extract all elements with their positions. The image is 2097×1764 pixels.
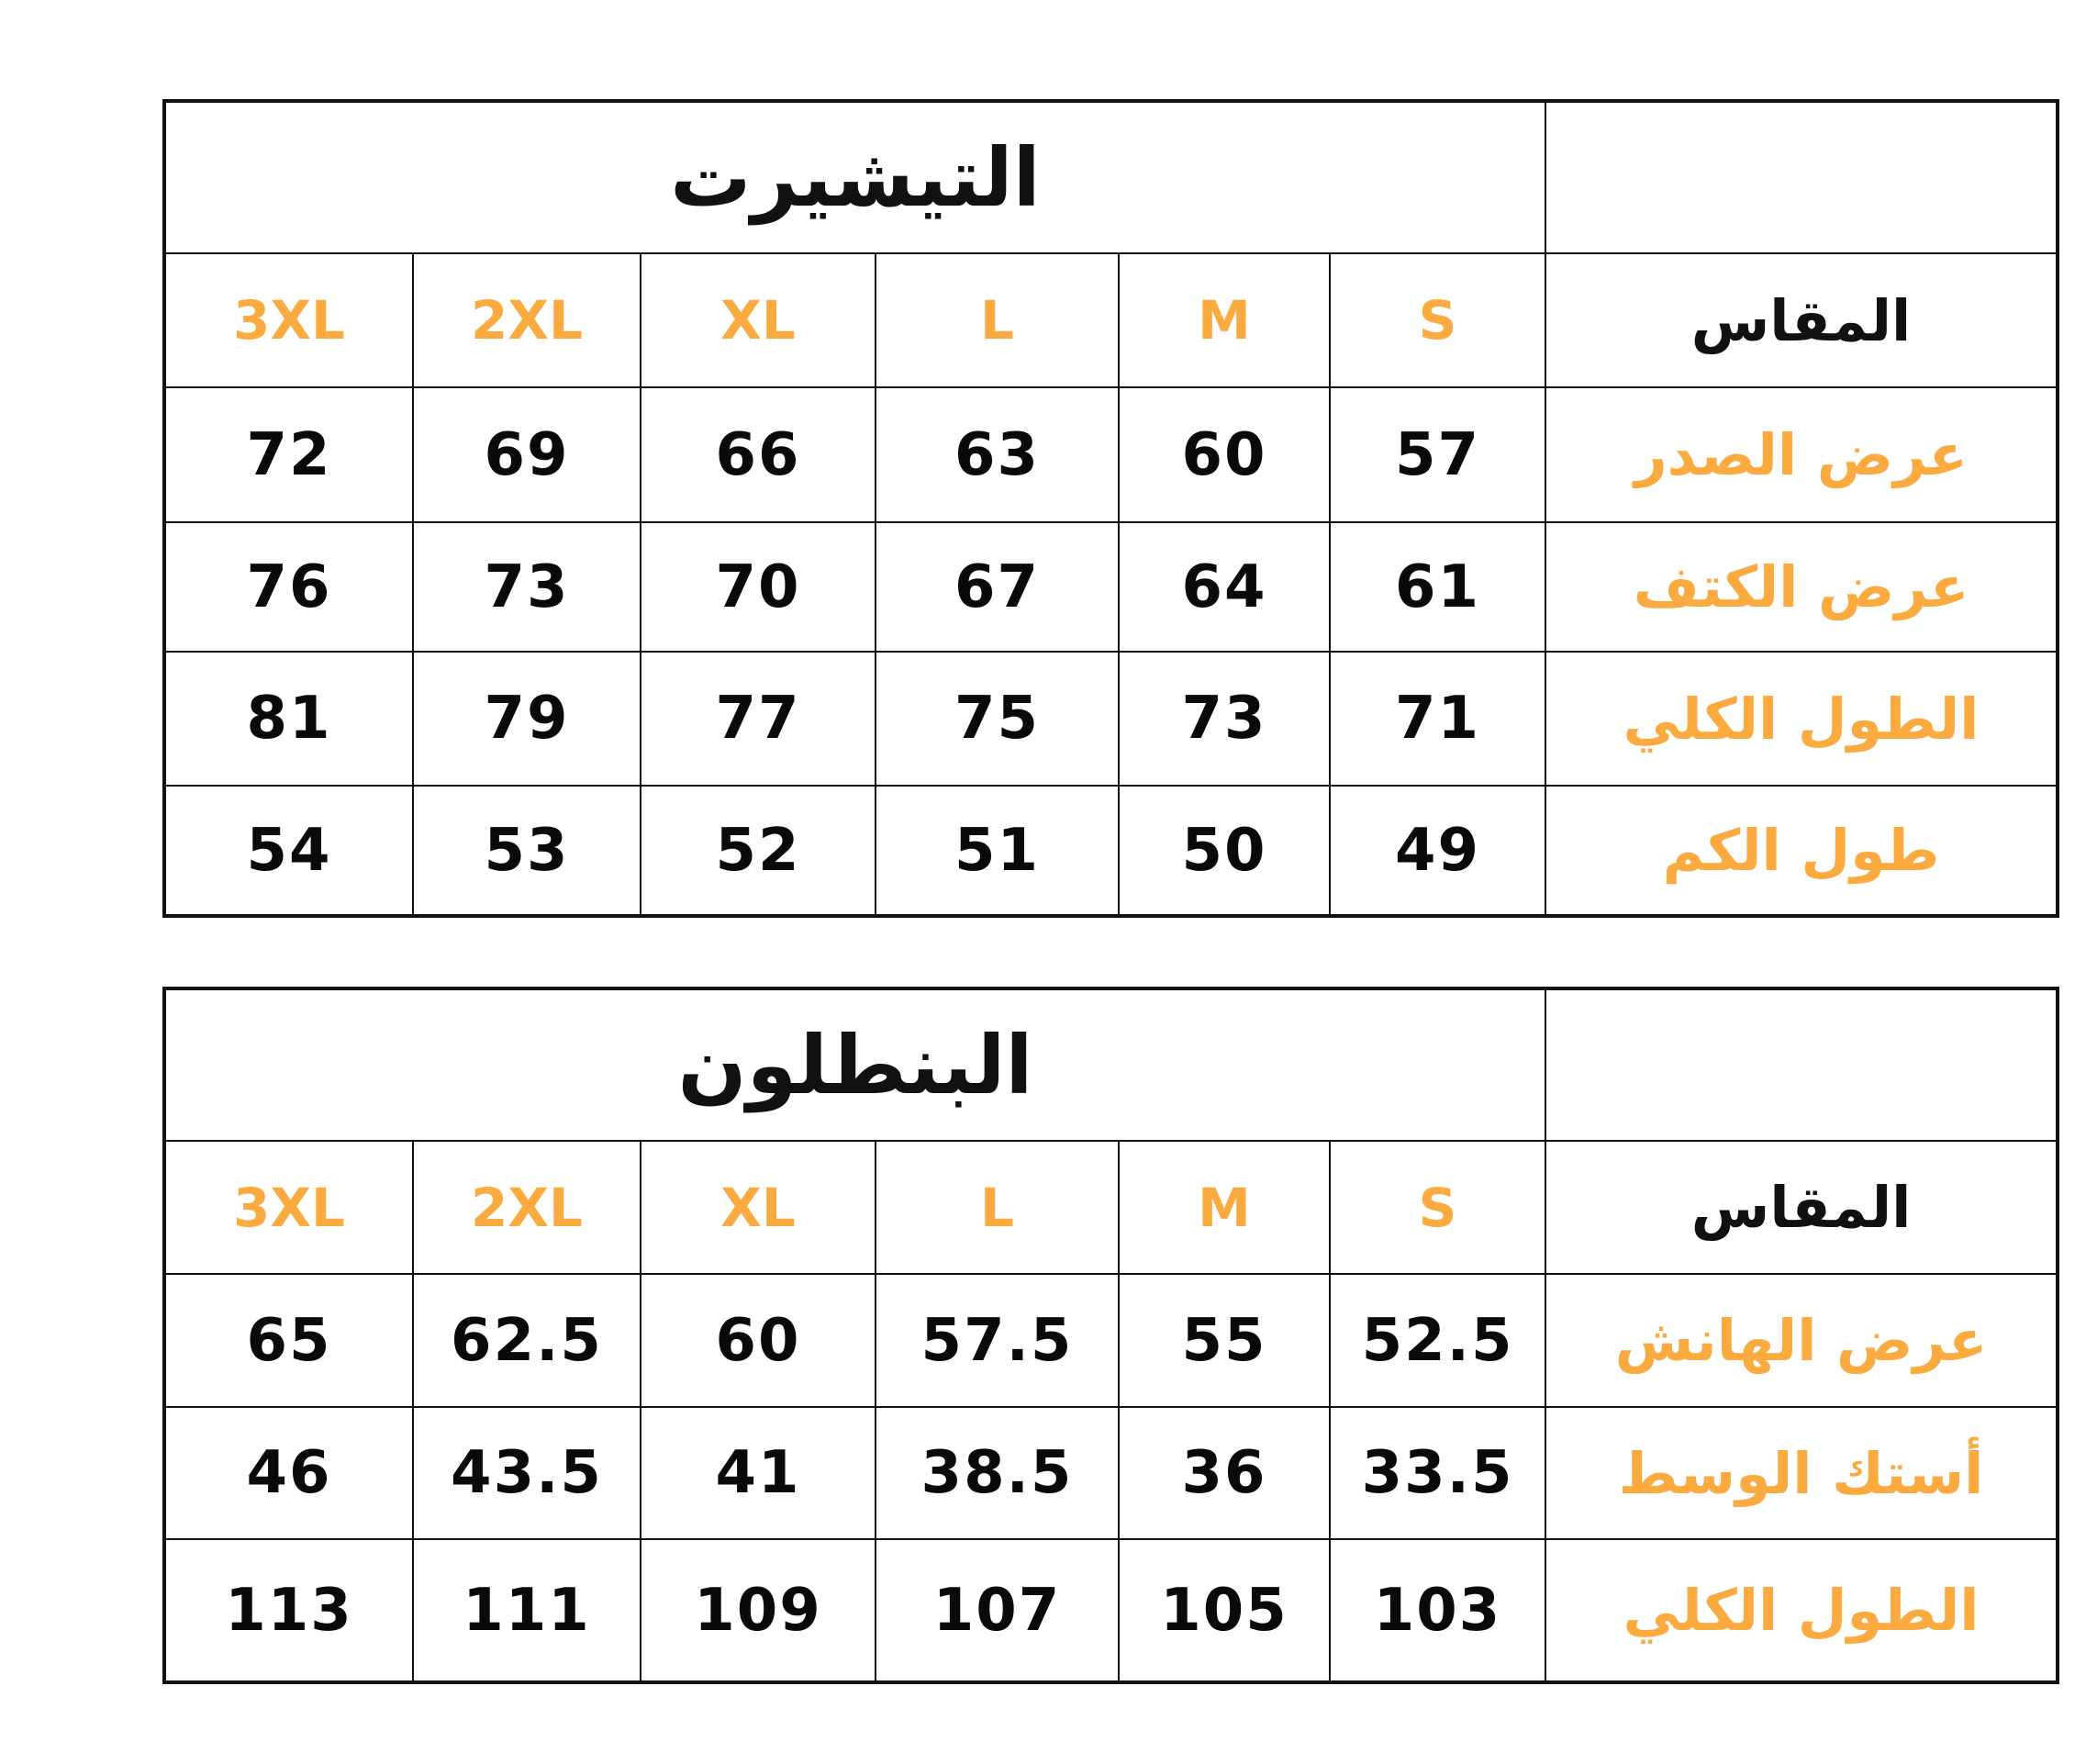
value-cell: 64 xyxy=(1118,521,1331,653)
table-row: 72 69 66 63 60 57 عرض الصدر xyxy=(163,386,2059,523)
value-cell: 60 xyxy=(1118,386,1331,523)
value-cell: 65 xyxy=(163,1273,414,1408)
value-cell: 67 xyxy=(875,521,1120,653)
title-row: التيشيرت xyxy=(162,100,2059,254)
value-cell: 73 xyxy=(412,521,641,653)
measurement-label: عرض الكتف xyxy=(1545,521,2059,653)
value-cell: 54 xyxy=(163,785,414,917)
value-cell: 75 xyxy=(875,651,1120,787)
table-row: 65 62.5 60 57.5 55 52.5 عرض الهانش xyxy=(163,1273,2059,1408)
pants-size-table: البنطلون 3XL 2XL XL L M S المقاس 65 62.5 60 57.5 55 5… xyxy=(162,987,2060,1684)
value-cell: 50 xyxy=(1118,785,1331,917)
value-cell: 69 xyxy=(412,386,641,523)
value-cell: 53 xyxy=(412,785,641,917)
value-cell: 36 xyxy=(1118,1406,1331,1540)
value-cell: 109 xyxy=(640,1538,876,1683)
value-cell: 111 xyxy=(412,1538,641,1683)
value-cell: 81 xyxy=(163,651,414,787)
size-header-l: L xyxy=(875,252,1120,388)
value-cell: 105 xyxy=(1118,1538,1331,1683)
value-cell: 71 xyxy=(1328,651,1547,787)
value-cell: 60 xyxy=(640,1273,876,1408)
table-row: 46 43.5 41 38.5 36 33.5 أستك الوسط xyxy=(163,1406,2059,1540)
size-header-xl: XL xyxy=(640,1140,876,1275)
empty-corner-cell xyxy=(1545,100,2059,254)
size-header-3xl: 3XL xyxy=(163,252,414,388)
value-cell: 52 xyxy=(640,785,876,917)
size-header-xl: XL xyxy=(640,252,876,388)
measurement-label: عرض الهانش xyxy=(1545,1273,2059,1408)
size-header-2xl: 2XL xyxy=(412,252,641,388)
value-cell: 51 xyxy=(875,785,1120,917)
size-header-s: S xyxy=(1328,252,1547,388)
value-cell: 46 xyxy=(163,1406,414,1540)
value-cell: 61 xyxy=(1328,521,1547,653)
size-header-s: S xyxy=(1328,1140,1547,1275)
size-header-m: M xyxy=(1118,252,1331,388)
value-cell: 66 xyxy=(640,386,876,523)
value-cell: 57 xyxy=(1328,386,1547,523)
value-cell: 55 xyxy=(1118,1273,1331,1408)
title-row: البنطلون xyxy=(162,988,2059,1142)
value-cell: 57.5 xyxy=(875,1273,1120,1408)
value-cell: 38.5 xyxy=(875,1406,1120,1540)
value-cell: 62.5 xyxy=(412,1273,641,1408)
table-row: 113 111 109 107 105 103 الطول الكلي xyxy=(163,1538,2059,1683)
value-cell: 63 xyxy=(875,386,1120,523)
size-label: المقاس xyxy=(1545,1140,2059,1275)
table-title: البنطلون xyxy=(162,988,1547,1142)
tshirt-size-table: التيشيرت 3XL 2XL XL L M S المقاس 72 69 66 63 60 57 عرض… xyxy=(162,99,2060,918)
measurement-label: طول الكم xyxy=(1545,785,2059,917)
value-cell: 113 xyxy=(163,1538,414,1683)
value-cell: 33.5 xyxy=(1328,1406,1547,1540)
measurement-label: الطول الكلي xyxy=(1545,1538,2059,1683)
value-cell: 73 xyxy=(1118,651,1331,787)
table-row: 81 79 77 75 73 71 الطول الكلي xyxy=(163,651,2059,787)
size-header-l: L xyxy=(875,1140,1120,1275)
measurement-label: عرض الصدر xyxy=(1545,386,2059,523)
table-row: 76 73 70 67 64 61 عرض الكتف xyxy=(163,521,2059,653)
size-header-m: M xyxy=(1118,1140,1331,1275)
value-cell: 79 xyxy=(412,651,641,787)
empty-corner-cell xyxy=(1545,988,2059,1142)
measurement-label: أستك الوسط xyxy=(1545,1406,2059,1540)
value-cell: 107 xyxy=(875,1538,1120,1683)
size-header-2xl: 2XL xyxy=(412,1140,641,1275)
value-cell: 103 xyxy=(1328,1538,1547,1683)
value-cell: 49 xyxy=(1328,785,1547,917)
size-label: المقاس xyxy=(1545,252,2059,388)
size-header-3xl: 3XL xyxy=(163,1140,414,1275)
value-cell: 52.5 xyxy=(1328,1273,1547,1408)
value-cell: 70 xyxy=(640,521,876,653)
measurement-label: الطول الكلي xyxy=(1545,651,2059,787)
size-header-row: 3XL 2XL XL L M S المقاس xyxy=(163,1140,2059,1275)
value-cell: 76 xyxy=(163,521,414,653)
table-title: التيشيرت xyxy=(162,100,1547,254)
size-header-row: 3XL 2XL XL L M S المقاس xyxy=(163,252,2059,388)
value-cell: 43.5 xyxy=(412,1406,641,1540)
value-cell: 72 xyxy=(163,386,414,523)
value-cell: 41 xyxy=(640,1406,876,1540)
value-cell: 77 xyxy=(640,651,876,787)
table-row: 54 53 52 51 50 49 طول الكم xyxy=(163,785,2059,917)
